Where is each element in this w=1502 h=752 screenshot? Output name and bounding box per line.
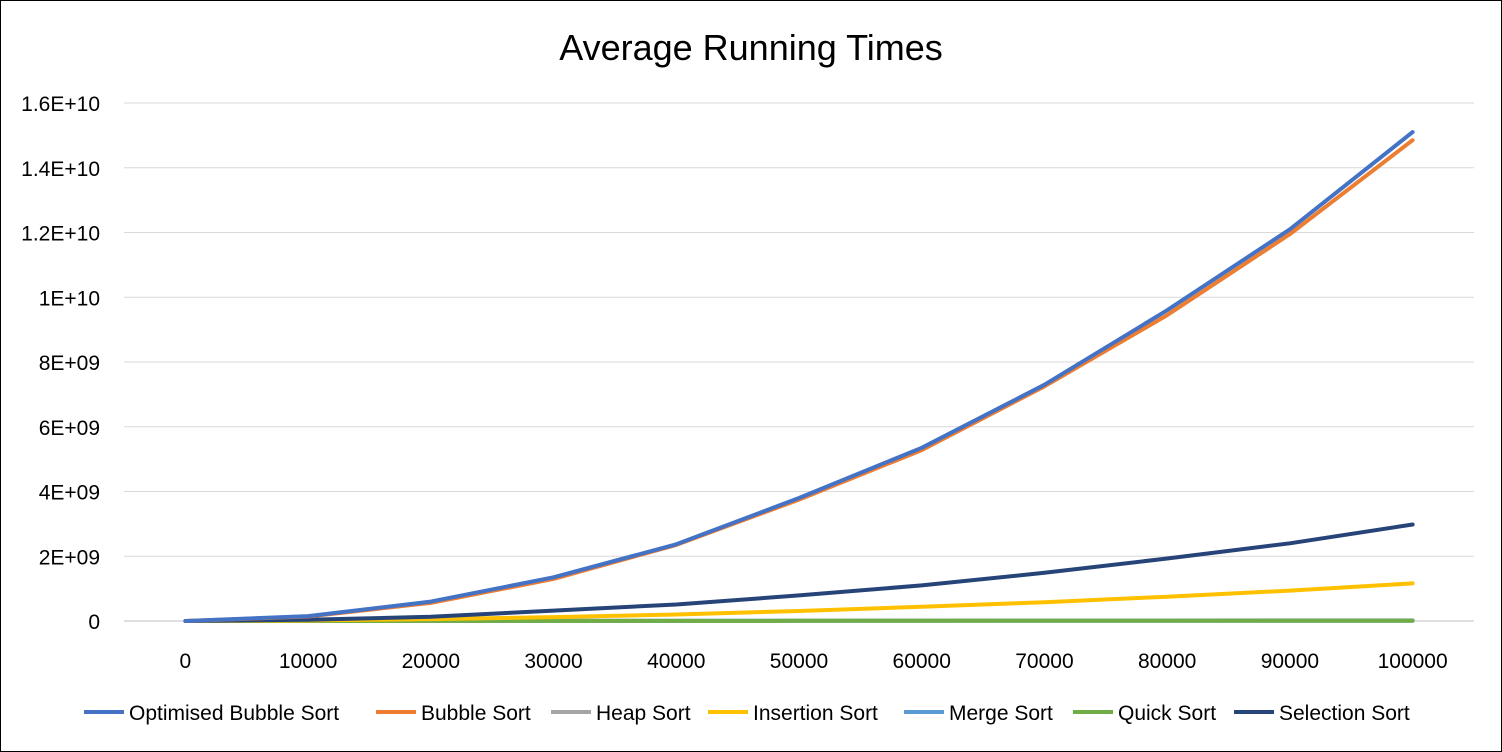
x-tick-label: 90000 bbox=[1261, 650, 1319, 673]
legend-label: Optimised Bubble Sort bbox=[129, 702, 339, 725]
x-tick-label: 0 bbox=[180, 650, 192, 673]
legend: Optimised Bubble Sort Bubble Sort Heap Sor… bbox=[84, 702, 1410, 725]
y-tick-label: 2E+09 bbox=[39, 546, 100, 569]
y-tick-label: 1.6E+10 bbox=[21, 93, 100, 116]
x-tick-label: 80000 bbox=[1138, 650, 1196, 673]
y-tick-label: 8E+09 bbox=[39, 352, 100, 375]
x-tick-label: 20000 bbox=[402, 650, 460, 673]
series-line-optimised-bubble-sort bbox=[183, 130, 1415, 623]
x-axis-labels: 0 10000 20000 30000 40000 50000 60000 70000 8000… bbox=[180, 650, 1448, 673]
x-tick-label: 30000 bbox=[524, 650, 582, 673]
series-lines bbox=[183, 130, 1415, 623]
y-tick-label: 4E+09 bbox=[39, 482, 100, 505]
legend-label: Merge Sort bbox=[949, 702, 1053, 725]
y-tick-label: 1.2E+10 bbox=[21, 223, 100, 246]
x-tick-label: 40000 bbox=[647, 650, 705, 673]
x-tick-label: 10000 bbox=[279, 650, 337, 673]
series-line-bubble-sort bbox=[183, 138, 1415, 623]
y-axis-labels: 0 2E+09 4E+09 6E+09 8E+09 1E+10 1.2E+10 1.4E+10… bbox=[21, 93, 100, 634]
legend-label: Bubble Sort bbox=[421, 702, 531, 725]
x-tick-label: 60000 bbox=[893, 650, 951, 673]
legend-label: Insertion Sort bbox=[753, 702, 878, 725]
series-line-selection-sort bbox=[183, 522, 1415, 623]
y-tick-label: 1.4E+10 bbox=[21, 158, 100, 181]
x-tick-label: 50000 bbox=[770, 650, 828, 673]
legend-label: Selection Sort bbox=[1279, 702, 1410, 725]
y-tick-label: 1E+10 bbox=[39, 287, 100, 310]
x-tick-label: 100000 bbox=[1378, 650, 1448, 673]
chart-title: Average Running Times bbox=[559, 27, 943, 68]
legend-label: Quick Sort bbox=[1118, 702, 1216, 725]
y-tick-label: 6E+09 bbox=[39, 417, 100, 440]
x-tick-label: 70000 bbox=[1015, 650, 1073, 673]
legend-label: Heap Sort bbox=[596, 702, 691, 725]
gridlines bbox=[124, 102, 1474, 622]
series-line-insertion-sort bbox=[183, 581, 1415, 623]
y-tick-label: 0 bbox=[88, 611, 100, 634]
